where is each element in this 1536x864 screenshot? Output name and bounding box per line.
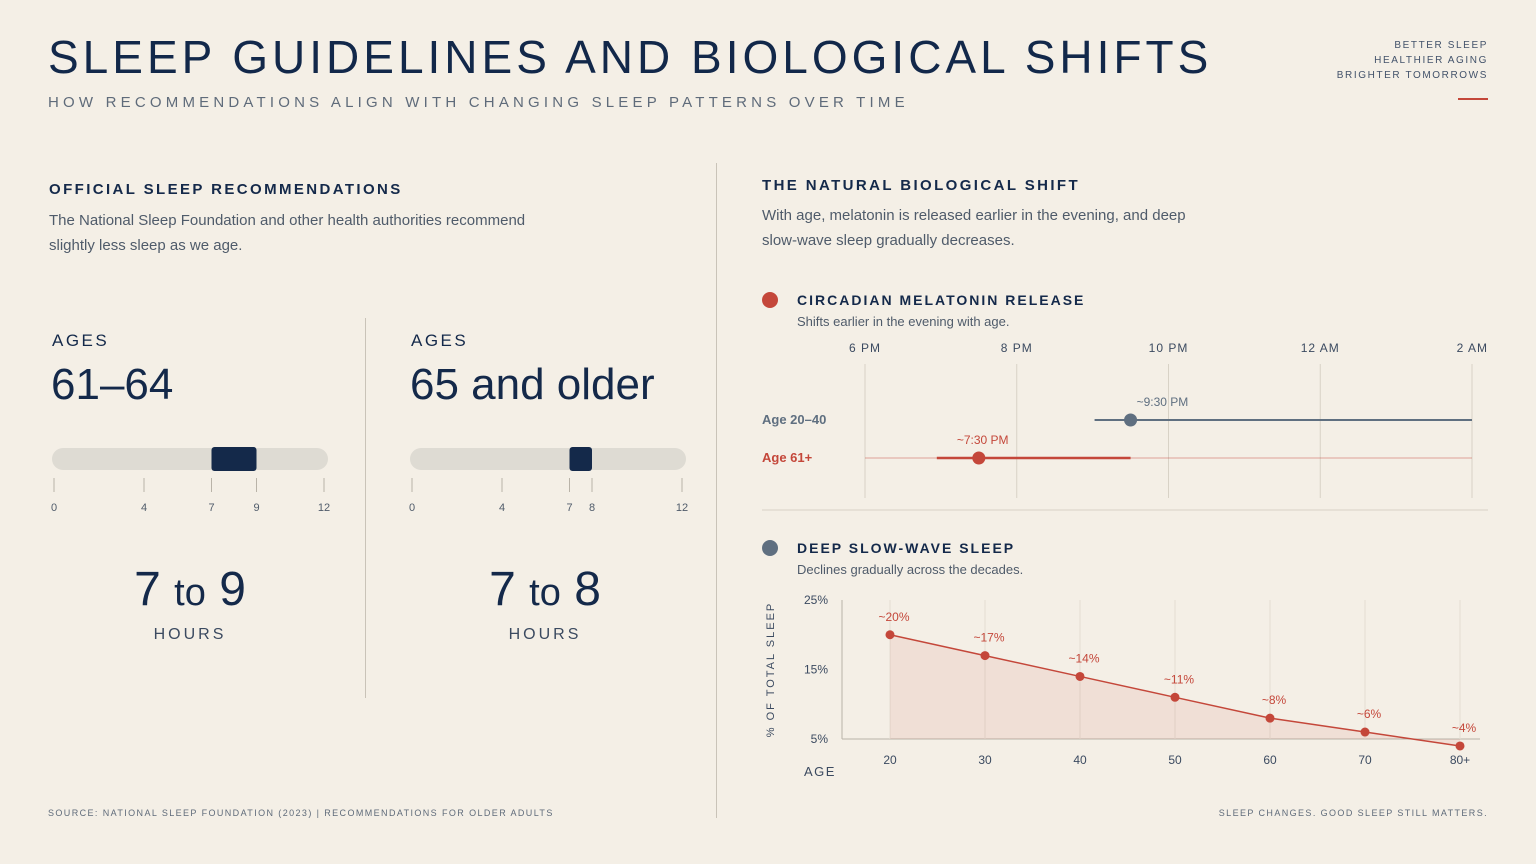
series-label: Age 61+ bbox=[762, 450, 813, 465]
scale-tick-label: 4 bbox=[499, 502, 505, 514]
scale-tick-label: 4 bbox=[141, 502, 147, 514]
data-point bbox=[1265, 713, 1275, 723]
scale-tick-label: 9 bbox=[253, 502, 259, 514]
x-tick-label: 70 bbox=[1358, 753, 1372, 767]
recommended-range bbox=[569, 447, 592, 471]
data-label: ~20% bbox=[878, 610, 909, 624]
x-tick-label: 12 AM bbox=[1301, 341, 1340, 355]
scale-tick-label: 0 bbox=[51, 502, 57, 514]
scale-tick-label: 7 bbox=[566, 502, 572, 514]
x-tick-label: 50 bbox=[1168, 753, 1182, 767]
page-subtitle: HOW RECOMMENDATIONS ALIGN WITH CHANGING … bbox=[48, 94, 909, 111]
data-label: ~4% bbox=[1452, 721, 1477, 735]
hours-range-value: 7 to 9 bbox=[90, 562, 290, 617]
y-tick-label: 15% bbox=[804, 663, 828, 677]
y-tick-label: 5% bbox=[811, 732, 829, 746]
biological-shift-description: With age, melatonin is released earlier … bbox=[762, 207, 1186, 249]
onset-marker bbox=[1124, 413, 1138, 427]
range-track bbox=[410, 448, 686, 470]
scale-tick-label: 12 bbox=[318, 502, 330, 514]
data-label: ~8% bbox=[1262, 693, 1287, 707]
data-point bbox=[885, 630, 895, 640]
tagline-line: BETTER SLEEP bbox=[1394, 40, 1488, 51]
hours-range-bar: 0 4 7 9 12 bbox=[51, 447, 330, 514]
series-label: Age 20–40 bbox=[762, 412, 826, 427]
hours-to: 9 bbox=[219, 563, 246, 616]
ages-value: 61–64 bbox=[51, 360, 174, 409]
x-tick-label: 80+ bbox=[1450, 753, 1470, 767]
chart-title: CIRCADIAN MELATONIN RELEASE bbox=[797, 292, 1085, 308]
data-label: ~6% bbox=[1357, 707, 1382, 721]
x-tick-label: 40 bbox=[1073, 753, 1087, 767]
data-label: ~11% bbox=[1164, 672, 1194, 686]
closing-note: SLEEP CHANGES. GOOD SLEEP STILL MATTERS. bbox=[1218, 808, 1488, 818]
scale-tick-label: 0 bbox=[409, 502, 415, 514]
x-tick-label: 2 AM bbox=[1457, 341, 1488, 355]
onset-label: ~7:30 PM bbox=[957, 433, 1009, 447]
data-point bbox=[1170, 692, 1180, 702]
melatonin-timeline-chart: CIRCADIAN MELATONIN RELEASE Shifts earlie… bbox=[762, 292, 1488, 511]
hours-range-bar: 0 4 7 8 12 bbox=[409, 447, 688, 514]
recommendations-description: The National Sleep Foundation and other … bbox=[49, 212, 526, 254]
x-tick-label: 10 PM bbox=[1149, 341, 1189, 355]
slow-wave-sleep-chart: DEEP SLOW-WAVE SLEEP Declines gradually a… bbox=[762, 540, 1480, 779]
group-divider bbox=[365, 318, 366, 698]
legend-dot bbox=[762, 292, 778, 308]
range-track bbox=[52, 448, 328, 470]
x-axis-label: AGE bbox=[804, 764, 836, 779]
ages-value: 65 and older bbox=[410, 360, 655, 409]
hours-from: 7 bbox=[134, 563, 161, 616]
x-tick-label: 6 PM bbox=[849, 341, 881, 355]
hours-label: HOURS bbox=[153, 626, 227, 643]
data-point bbox=[980, 651, 990, 661]
hours-label: HOURS bbox=[508, 626, 582, 643]
x-tick-label: 60 bbox=[1263, 753, 1277, 767]
hours-to-word: to bbox=[174, 572, 206, 614]
scale-tick-label: 8 bbox=[589, 502, 595, 514]
hours-to: 8 bbox=[574, 563, 601, 616]
x-tick-label: 8 PM bbox=[1001, 341, 1033, 355]
scale-tick-label: 7 bbox=[208, 502, 214, 514]
y-axis-label: % OF TOTAL SLEEP bbox=[765, 602, 777, 738]
chart-subtitle: Shifts earlier in the evening with age. bbox=[797, 314, 1009, 329]
biological-shift-heading: THE NATURAL BIOLOGICAL SHIFT bbox=[762, 177, 1081, 194]
data-label: ~17% bbox=[973, 631, 1004, 645]
hours-to-word: to bbox=[529, 572, 561, 614]
recommended-range bbox=[211, 447, 257, 471]
onset-marker bbox=[972, 451, 986, 465]
tagline: BETTER SLEEP HEALTHIER AGING BRIGHTER TO… bbox=[1337, 38, 1488, 83]
data-label: ~14% bbox=[1068, 651, 1099, 665]
area-fill bbox=[890, 634, 1460, 746]
x-tick-label: 30 bbox=[978, 753, 992, 767]
y-tick-label: 25% bbox=[804, 593, 828, 607]
hours-range-value: 7 to 8 bbox=[445, 562, 645, 617]
tagline-line: BRIGHTER TOMORROWS bbox=[1336, 70, 1488, 81]
ages-label: AGES bbox=[52, 331, 110, 350]
legend-dot bbox=[762, 540, 778, 556]
data-point bbox=[1455, 741, 1465, 751]
ages-label: AGES bbox=[411, 331, 469, 350]
chart-subtitle: Declines gradually across the decades. bbox=[797, 562, 1023, 577]
scale-tick-label: 12 bbox=[676, 502, 688, 514]
onset-label: ~9:30 PM bbox=[1137, 395, 1189, 409]
page-title: SLEEP GUIDELINES AND BIOLOGICAL SHIFTS bbox=[48, 31, 1213, 83]
accent-rule bbox=[1458, 98, 1488, 100]
data-point bbox=[1360, 727, 1370, 737]
recommendations-heading: OFFICIAL SLEEP RECOMMENDATIONS bbox=[49, 181, 403, 198]
column-divider bbox=[716, 163, 717, 818]
x-tick-label: 20 bbox=[883, 753, 897, 767]
hours-from: 7 bbox=[489, 563, 516, 616]
source-note: SOURCE: NATIONAL SLEEP FOUNDATION (2023)… bbox=[48, 808, 554, 818]
data-point bbox=[1075, 671, 1085, 681]
chart-title: DEEP SLOW-WAVE SLEEP bbox=[797, 540, 1015, 556]
tagline-line: HEALTHIER AGING bbox=[1374, 55, 1488, 66]
